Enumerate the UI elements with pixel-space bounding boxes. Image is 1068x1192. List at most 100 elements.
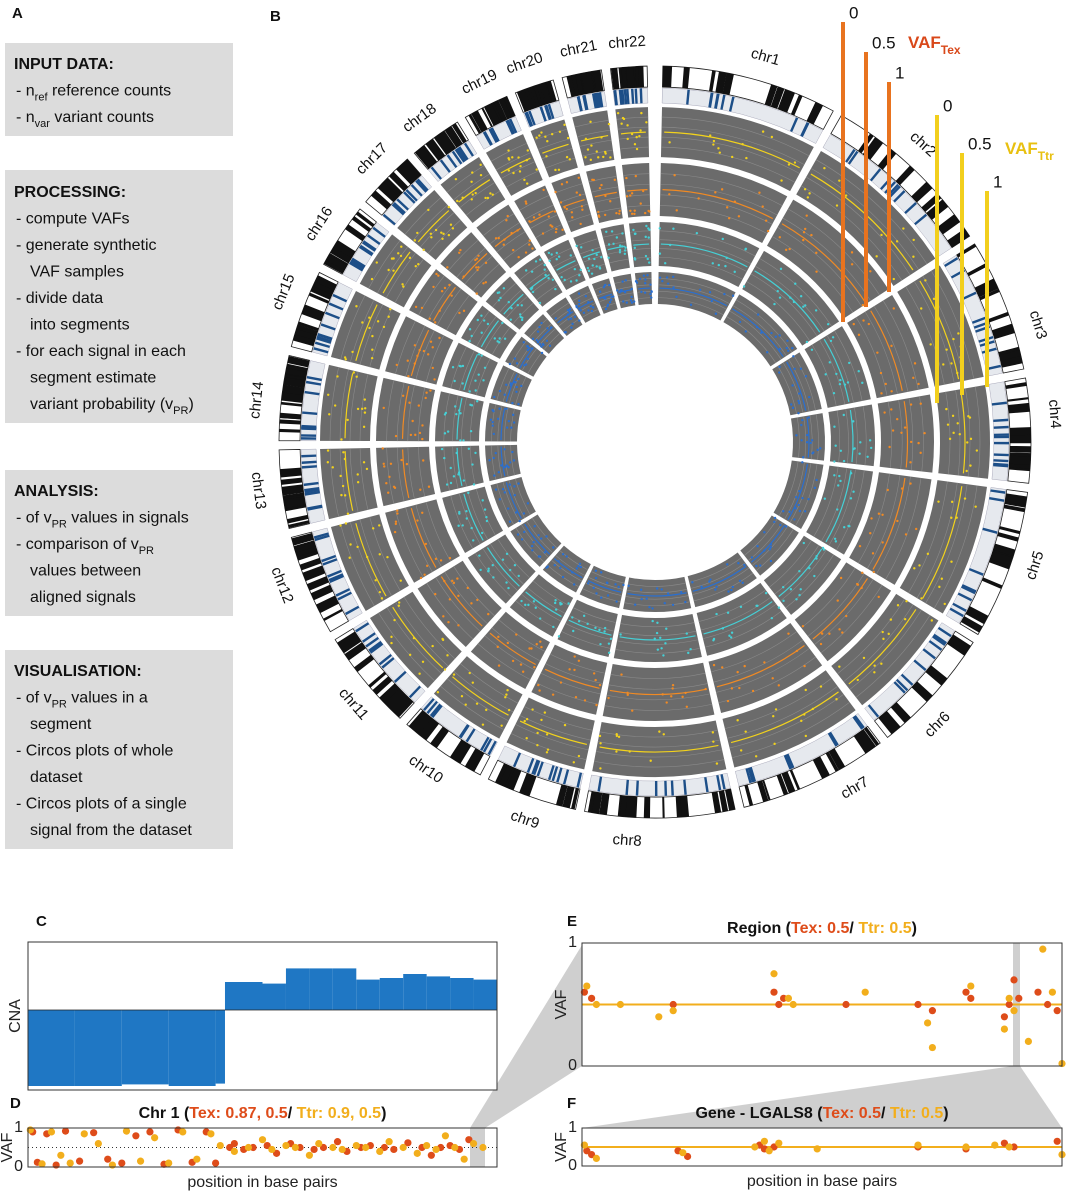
- ring-dot: [708, 580, 711, 583]
- ring-dot: [622, 117, 626, 121]
- ring-dot: [356, 481, 360, 484]
- ideogram-band: [949, 636, 970, 653]
- ring-dot: [491, 424, 494, 427]
- data-point: [90, 1129, 98, 1137]
- ring-dot: [385, 482, 388, 485]
- chromosome-label: chr1: [749, 45, 782, 69]
- ring-dot: [440, 290, 444, 293]
- ring-grid: [350, 299, 375, 363]
- ideogram-band: [715, 71, 727, 94]
- ring-dot: [665, 701, 668, 704]
- vaf-scale-label: 0: [943, 96, 952, 115]
- vaf-sub: Tex: [941, 43, 961, 57]
- ring-dot: [505, 693, 508, 696]
- circos: [278, 65, 1032, 819]
- ring-dot: [868, 439, 872, 442]
- ring-dot: [773, 520, 776, 524]
- ring-dot: [950, 362, 953, 365]
- ring-dot: [967, 414, 970, 418]
- ideogram-band: [481, 107, 493, 128]
- ring-dot: [663, 262, 667, 265]
- ring-dot: [493, 474, 496, 477]
- ring-dot: [427, 208, 430, 212]
- ring-dot: [543, 263, 546, 267]
- ring-dot: [525, 158, 529, 162]
- ring-dot: [513, 357, 517, 360]
- ring-dot: [500, 464, 503, 467]
- ring-dot: [512, 248, 515, 252]
- ring-grid: [658, 256, 743, 280]
- ring-grid: [815, 159, 928, 265]
- data-point: [813, 1145, 821, 1153]
- ring-grid: [710, 631, 797, 673]
- data-point: [1010, 1007, 1018, 1015]
- coverage-band: [335, 588, 351, 597]
- ring-dot: [903, 426, 907, 429]
- ring-dot: [471, 193, 474, 196]
- ring-grid: [843, 604, 914, 682]
- data-point: [669, 1007, 677, 1015]
- ring-dot: [744, 247, 748, 251]
- ideogram-band: [912, 183, 931, 200]
- ring-dot: [461, 382, 464, 385]
- ideogram-band: [708, 70, 716, 92]
- ring-dot: [517, 156, 520, 159]
- ring-dot: [912, 255, 915, 258]
- data-point: [108, 1161, 117, 1169]
- ring-level: [410, 329, 430, 376]
- ideogram-band: [297, 550, 319, 561]
- ring-dot: [508, 483, 512, 486]
- ring-dot: [370, 277, 374, 281]
- ring-grid: [618, 136, 649, 140]
- ring-dot: [774, 708, 778, 711]
- ring-dot: [520, 304, 523, 307]
- ring-dot: [945, 348, 948, 351]
- ring-dot: [841, 631, 844, 634]
- ring-dot: [533, 525, 536, 528]
- ring-dot: [560, 275, 563, 279]
- ring-dot: [503, 466, 507, 469]
- ring-dot: [472, 483, 476, 486]
- ring-dot: [547, 251, 551, 255]
- ideogram-band: [523, 774, 537, 797]
- ring-dot: [838, 665, 841, 668]
- ring-grid: [593, 197, 620, 203]
- ideogram-band: [339, 634, 362, 654]
- ring-dot: [774, 335, 777, 338]
- cna-segment: [28, 1010, 75, 1086]
- ring-grid: [407, 385, 415, 442]
- coverage-band: [301, 434, 317, 437]
- data-point: [592, 1154, 601, 1162]
- ring-level: [580, 134, 609, 142]
- ring-grid: [755, 265, 825, 332]
- ring-dot: [663, 601, 666, 605]
- cna-segment: [379, 978, 404, 1010]
- ring-dot: [779, 523, 782, 527]
- ring-dot: [346, 418, 349, 422]
- coverage-band: [393, 670, 407, 683]
- ideogram-band: [613, 67, 620, 90]
- coverage-band: [301, 454, 317, 458]
- ring-dot: [872, 570, 875, 574]
- ring-dot: [540, 131, 543, 134]
- ring-dot: [839, 378, 842, 382]
- data-point: [146, 1128, 154, 1136]
- ring-dot: [443, 668, 447, 671]
- ring-sector: [514, 185, 566, 247]
- ideogram-band: [680, 795, 690, 818]
- ring-dot: [506, 214, 509, 218]
- ideogram-band: [555, 784, 568, 807]
- ring-dot: [390, 635, 393, 639]
- ring-dot: [572, 583, 576, 586]
- ideogram-band: [993, 543, 1016, 557]
- ring-dot: [565, 155, 569, 159]
- ideogram-band: [281, 486, 304, 496]
- coverage-band: [961, 584, 977, 593]
- ring-dot: [633, 300, 636, 303]
- ring-grid: [618, 630, 697, 636]
- ring-dot: [591, 264, 594, 267]
- box-text: values between: [30, 563, 141, 580]
- ring-dot: [461, 364, 465, 368]
- ring-dot: [446, 266, 449, 269]
- ring-dot: [548, 344, 552, 347]
